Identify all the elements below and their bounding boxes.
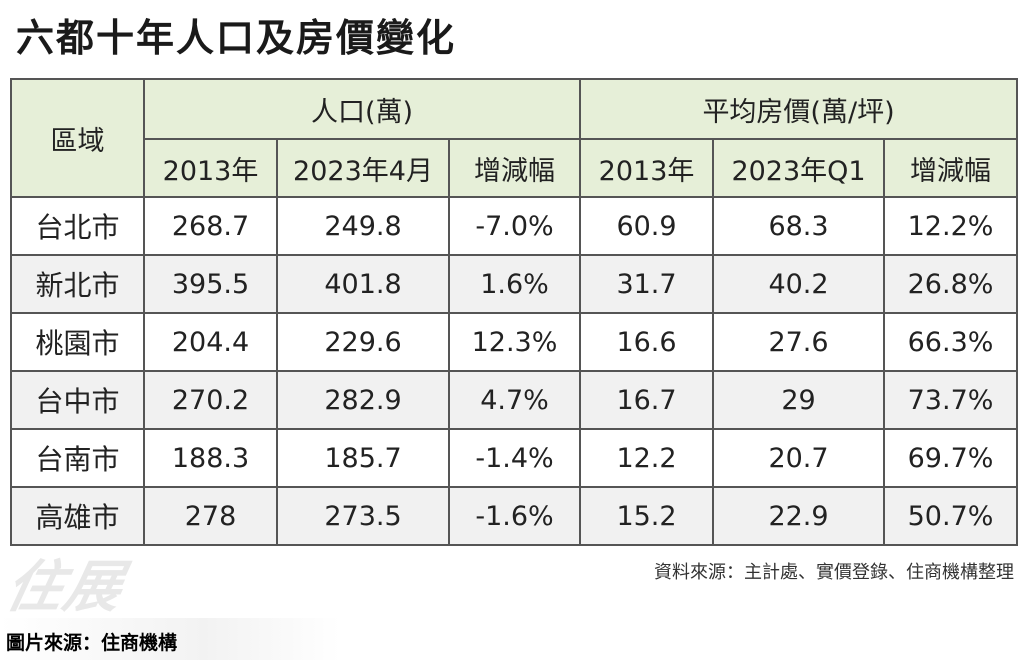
cell-pop-change: 12.3% (447, 312, 582, 372)
cell-pop-2013: 270.2 (143, 370, 278, 430)
header-pop-2023: 2023年4月 (276, 138, 450, 198)
cell-price-2023: 68.3 (712, 196, 886, 256)
header-pop-2013: 2013年 (143, 138, 278, 198)
header-pop-change: 增減幅 (447, 138, 582, 198)
cell-pop-change: -1.6% (447, 486, 582, 546)
data-source-note: 資料來源：主計處、實價登錄、住商機構整理 (654, 562, 1014, 583)
cell-price-2023: 29 (712, 370, 886, 430)
table-row: 台中市 270.2 282.9 4.7% 16.7 29 73.7% (10, 370, 1019, 430)
cell-pop-2013: 395.5 (143, 254, 278, 314)
header-price-2023: 2023年Q1 (712, 138, 886, 198)
cell-price-change: 69.7% (883, 428, 1019, 488)
cell-pop-2023: 273.5 (276, 486, 450, 546)
credit-bar (0, 618, 340, 660)
row-region: 高雄市 (10, 486, 145, 546)
header-price-group: 平均房價(萬/坪) (579, 78, 1019, 140)
row-region: 台南市 (10, 428, 145, 488)
cell-price-change: 50.7% (883, 486, 1019, 546)
header-population-group: 人口(萬) (142, 78, 582, 140)
cell-price-2013: 16.6 (579, 312, 715, 372)
cell-pop-change: 4.7% (447, 370, 582, 430)
cell-pop-2013: 268.7 (143, 196, 278, 256)
header-region: 區域 (10, 78, 145, 198)
header-price-change: 增減幅 (883, 138, 1019, 198)
cell-pop-2023: 401.8 (276, 254, 450, 314)
cell-pop-2013: 188.3 (143, 428, 278, 488)
cell-pop-2023: 185.7 (276, 428, 450, 488)
cell-price-2013: 31.7 (579, 254, 715, 314)
image-credit: 圖片來源：住商機構 (6, 632, 178, 654)
cell-price-2023: 40.2 (712, 254, 886, 314)
table-row: 台南市 188.3 185.7 -1.4% 12.2 20.7 69.7% (10, 428, 1019, 488)
table-row: 桃園市 204.4 229.6 12.3% 16.6 27.6 66.3% (10, 312, 1019, 372)
cell-pop-change: -1.4% (447, 428, 582, 488)
watermark-logo: 住展 (0, 554, 131, 620)
header-price-2013: 2013年 (579, 138, 715, 198)
cell-price-2013: 15.2 (579, 486, 715, 546)
cell-price-change: 26.8% (883, 254, 1019, 314)
cell-price-2013: 16.7 (579, 370, 715, 430)
header-row-sub: 2013年 2023年4月 增減幅 2013年 2023年Q1 增減幅 (11, 138, 1019, 198)
cell-pop-change: 1.6% (447, 254, 582, 314)
cell-price-2023: 27.6 (712, 312, 886, 372)
cell-price-2023: 20.7 (712, 428, 886, 488)
cell-price-2023: 22.9 (712, 486, 886, 546)
cell-price-change: 66.3% (883, 312, 1019, 372)
cell-price-change: 12.2% (883, 196, 1019, 256)
population-price-table: 區域 人口(萬) 平均房價(萬/坪) 2013年 2023年4月 增減幅 201… (10, 78, 1019, 546)
page-title: 六都十年人口及房價變化 (16, 16, 457, 60)
cell-price-2013: 60.9 (579, 196, 715, 256)
cell-price-2013: 12.2 (579, 428, 715, 488)
table-row: 台北市 268.7 249.8 -7.0% 60.9 68.3 12.2% (10, 196, 1019, 256)
cell-pop-2023: 249.8 (276, 196, 450, 256)
cell-pop-2013: 278 (143, 486, 278, 546)
table-row: 高雄市 278 273.5 -1.6% 15.2 22.9 50.7% (10, 486, 1019, 546)
cell-pop-2023: 282.9 (276, 370, 450, 430)
cell-pop-2023: 229.6 (276, 312, 450, 372)
row-region: 新北市 (10, 254, 145, 314)
cell-price-change: 73.7% (883, 370, 1019, 430)
header-row-groups: 區域 人口(萬) 平均房價(萬/坪) (10, 78, 1019, 198)
row-region: 台中市 (10, 370, 145, 430)
row-region: 台北市 (10, 196, 145, 256)
cell-pop-2013: 204.4 (143, 312, 278, 372)
cell-pop-change: -7.0% (447, 196, 582, 256)
row-region: 桃園市 (10, 312, 145, 372)
table-row: 新北市 395.5 401.8 1.6% 31.7 40.2 26.8% (10, 254, 1019, 314)
